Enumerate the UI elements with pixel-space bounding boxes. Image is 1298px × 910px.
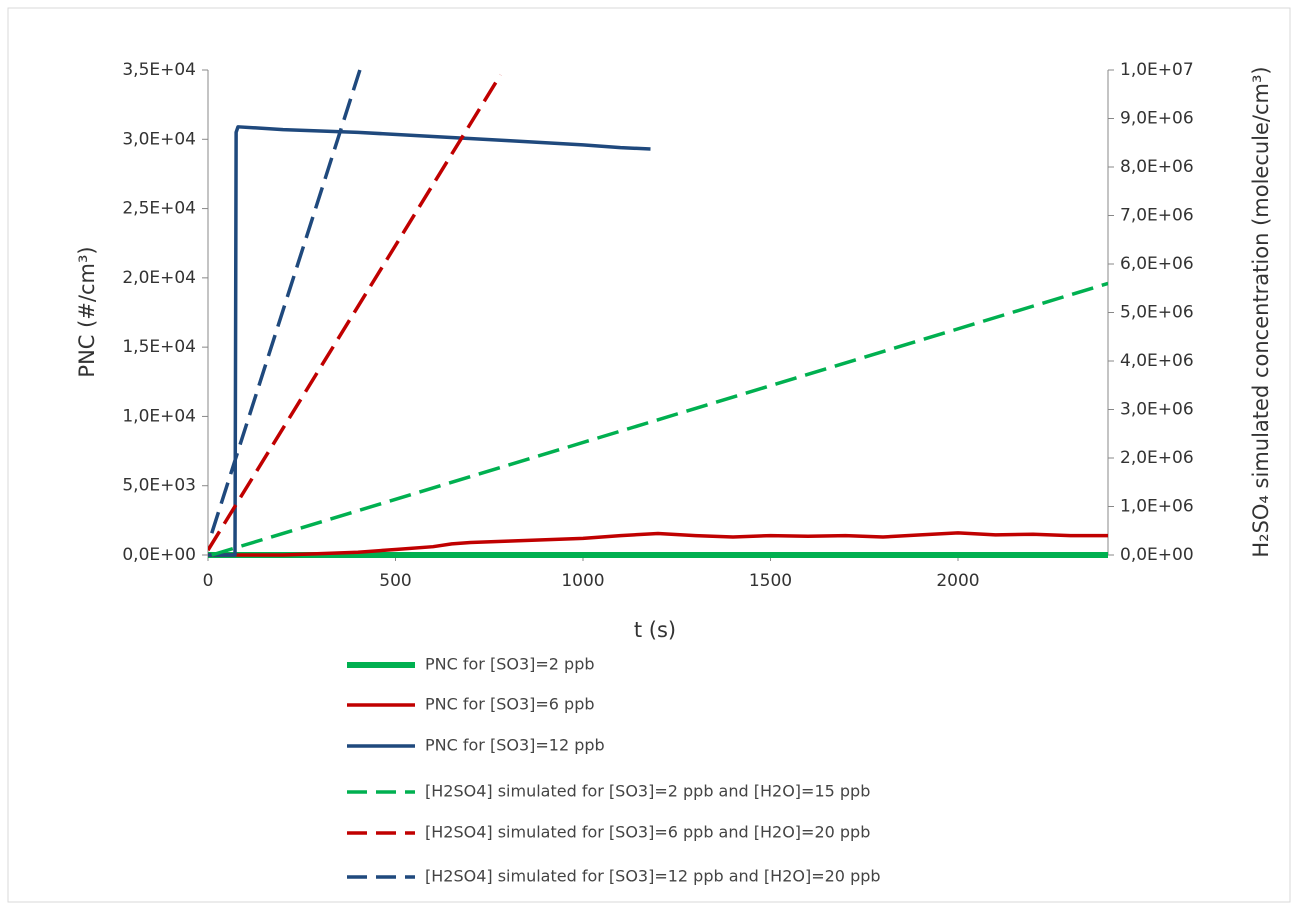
y2-tick-label: 3,0E+06: [1120, 400, 1194, 420]
legend-label: [H2SO4] simulated for [SO3]=12 ppb and […: [425, 867, 881, 886]
y2-tick-label: 1,0E+06: [1120, 497, 1194, 517]
series-line: [208, 531, 1108, 557]
legend-label: [H2SO4] simulated for [SO3]=2 ppb and [H…: [425, 782, 870, 801]
y-tick-label: 5,0E+03: [122, 476, 196, 496]
x-tick-label: 1000: [561, 571, 604, 591]
y-tick-label: 1,0E+04: [122, 406, 196, 426]
x-axis-title: t (s): [634, 618, 676, 642]
y2-axis-title: H₂SO₄ simulated concentration (molecule/…: [1249, 66, 1273, 557]
y-tick-label: 3,0E+04: [122, 129, 196, 149]
legend-label: PNC for [SO3]=6 ppb: [425, 695, 595, 714]
y2-tick-label: 2,0E+06: [1120, 448, 1194, 468]
y-tick-label: 3,5E+04: [122, 60, 196, 80]
y2-tick-label: 7,0E+06: [1120, 206, 1194, 226]
x-tick-label: 2000: [936, 571, 979, 591]
y2-tick-label: 8,0E+06: [1120, 157, 1194, 177]
y-tick-label: 1,5E+04: [122, 337, 196, 357]
legend-label: [H2SO4] simulated for [SO3]=6 ppb and [H…: [425, 823, 870, 842]
y-axis-title: PNC (#/cm³): [75, 246, 99, 377]
x-tick-label: 500: [379, 571, 411, 591]
y2-tick-label: 9,0E+06: [1120, 109, 1194, 129]
legend-label: PNC for [SO3]=2 ppb: [425, 655, 595, 674]
y2-tick-label: 6,0E+06: [1120, 254, 1194, 274]
y-tick-label: 2,5E+04: [122, 199, 196, 219]
y2-tick-label: 5,0E+06: [1120, 303, 1194, 323]
legend-label: PNC for [SO3]=12 ppb: [425, 736, 605, 755]
series-line: [208, 73, 502, 552]
x-tick-label: 1500: [749, 571, 792, 591]
series-line: [210, 69, 362, 534]
y2-tick-label: 1,0E+07: [1120, 60, 1194, 80]
series-line: [211, 281, 1108, 557]
y2-tick-label: 4,0E+06: [1120, 351, 1194, 371]
y2-tick-label: 0,0E+00: [1120, 545, 1194, 565]
chart-frame: [7, 7, 1291, 903]
y-tick-label: 0,0E+00: [122, 545, 196, 565]
x-tick-label: 0: [203, 571, 214, 591]
y-tick-label: 2,0E+04: [122, 268, 196, 288]
series-line: [208, 125, 651, 557]
